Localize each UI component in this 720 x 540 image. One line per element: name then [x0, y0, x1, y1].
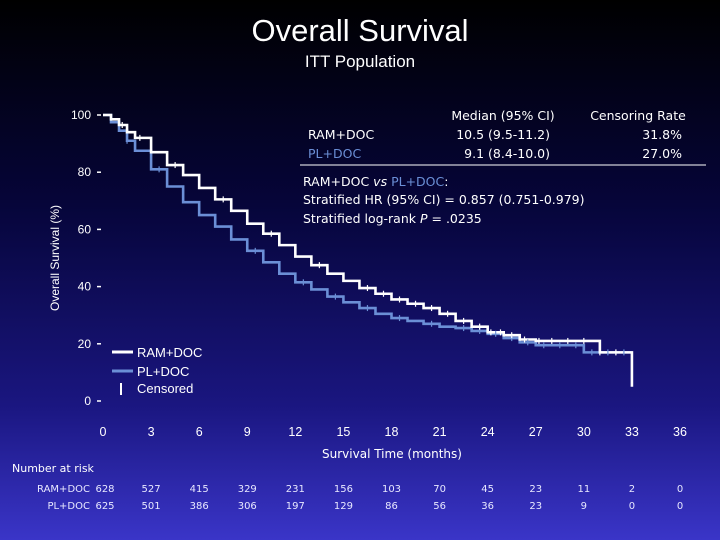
legend-label-ram: RAM+DOC: [137, 345, 202, 360]
risk-value: 306: [238, 501, 257, 512]
hr-line-1: RAM+DOC vs PL+DOC:: [303, 174, 448, 189]
x-tick-label: 6: [196, 425, 203, 439]
risk-value: 197: [286, 501, 305, 512]
page-title: Overall Survival: [251, 13, 469, 48]
x-tick-label: 33: [625, 425, 639, 439]
risk-value: 129: [334, 501, 353, 512]
km-curve-ram-doc: [103, 113, 634, 387]
stats-median-ram: 10.5 (9.5-11.2): [456, 127, 550, 142]
hr-colon: :: [444, 174, 448, 189]
x-tick-label: 21: [433, 425, 447, 439]
risk-value: 329: [238, 484, 257, 495]
hr-arm2: PL+DOC: [391, 174, 444, 189]
risk-label-ram: RAM+DOC: [37, 484, 90, 495]
x-tick-label: 15: [336, 425, 350, 439]
risk-value: 11: [577, 484, 590, 495]
hr-logrank-value: = .0235: [428, 211, 482, 226]
risk-value: 56: [433, 501, 446, 512]
risk-value: 36: [481, 501, 494, 512]
stats-header-median: Median (95% CI): [451, 108, 554, 123]
y-tick-label: 0: [84, 394, 91, 408]
x-tick-label: 9: [244, 425, 251, 439]
risk-value: 625: [95, 501, 114, 512]
stats-arm-pl: PL+DOC: [308, 146, 361, 161]
risk-value: 231: [286, 484, 305, 495]
risk-value: 23: [529, 484, 542, 495]
risk-value: 9: [581, 501, 587, 512]
hr-logrank-p: P: [420, 211, 428, 226]
y-tick-label: 40: [78, 280, 92, 294]
x-tick-label: 36: [673, 425, 687, 439]
y-tick-label: 100: [71, 108, 91, 122]
risk-value: 45: [481, 484, 494, 495]
x-tick-label: 12: [288, 425, 302, 439]
hr-line-2: Stratified HR (95% CI) = 0.857 (0.751-0.…: [303, 192, 584, 207]
x-tick-label: 0: [100, 425, 107, 439]
risk-value: 0: [677, 501, 683, 512]
risk-label-pl: PL+DOC: [47, 501, 90, 512]
hr-logrank-prefix: Stratified log-rank: [303, 211, 420, 226]
risk-value: 86: [385, 501, 398, 512]
risk-value: 156: [334, 484, 353, 495]
stats-table: Median (95% CI) Censoring Rate RAM+DOC 1…: [300, 108, 706, 226]
risk-value: 103: [382, 484, 401, 495]
legend-label-censored: Censored: [137, 381, 193, 396]
legend: RAM+DOC PL+DOC Censored: [112, 345, 202, 396]
x-tick-label: 24: [481, 425, 495, 439]
risk-value: 23: [529, 501, 542, 512]
y-tick-label: 20: [78, 337, 92, 351]
stats-header-censor: Censoring Rate: [590, 108, 686, 123]
risk-value: 501: [142, 501, 161, 512]
censor-layer: [121, 122, 625, 356]
risk-value: 415: [190, 484, 209, 495]
stats-arm-ram: RAM+DOC: [308, 127, 374, 142]
hr-line-3: Stratified log-rank P = .0235: [303, 211, 482, 226]
x-tick-label: 27: [529, 425, 543, 439]
risk-table: Number at risk RAM+DOC PL+DOC 628 527 415 3…: [12, 462, 683, 512]
risk-value: 2: [629, 484, 635, 495]
hr-arm1: RAM+DOC: [303, 174, 369, 189]
x-tick-label: 3: [148, 425, 155, 439]
risk-value: 0: [629, 501, 635, 512]
x-axis-label: Survival Time (months): [322, 447, 462, 461]
stats-censor-pl: 27.0%: [642, 146, 682, 161]
risk-value: 386: [190, 501, 209, 512]
legend-label-pl: PL+DOC: [137, 364, 189, 379]
risk-value: 628: [95, 484, 114, 495]
risk-value: 0: [677, 484, 683, 495]
hr-vs: vs: [373, 174, 387, 189]
y-tick-label: 80: [78, 165, 92, 179]
y-tick-label: 60: [78, 222, 92, 236]
stats-median-pl: 9.1 (8.4-10.0): [464, 146, 550, 161]
risk-title: Number at risk: [12, 462, 95, 475]
x-tick-label: 30: [577, 425, 591, 439]
risk-value: 527: [142, 484, 161, 495]
x-tick-label: 18: [385, 425, 399, 439]
risk-value: 70: [433, 484, 446, 495]
km-curve-pl-doc: [103, 113, 632, 354]
page-subtitle: ITT Population: [304, 52, 416, 71]
y-axis-label: Overall Survival (%): [48, 205, 62, 311]
stats-censor-ram: 31.8%: [642, 127, 682, 142]
